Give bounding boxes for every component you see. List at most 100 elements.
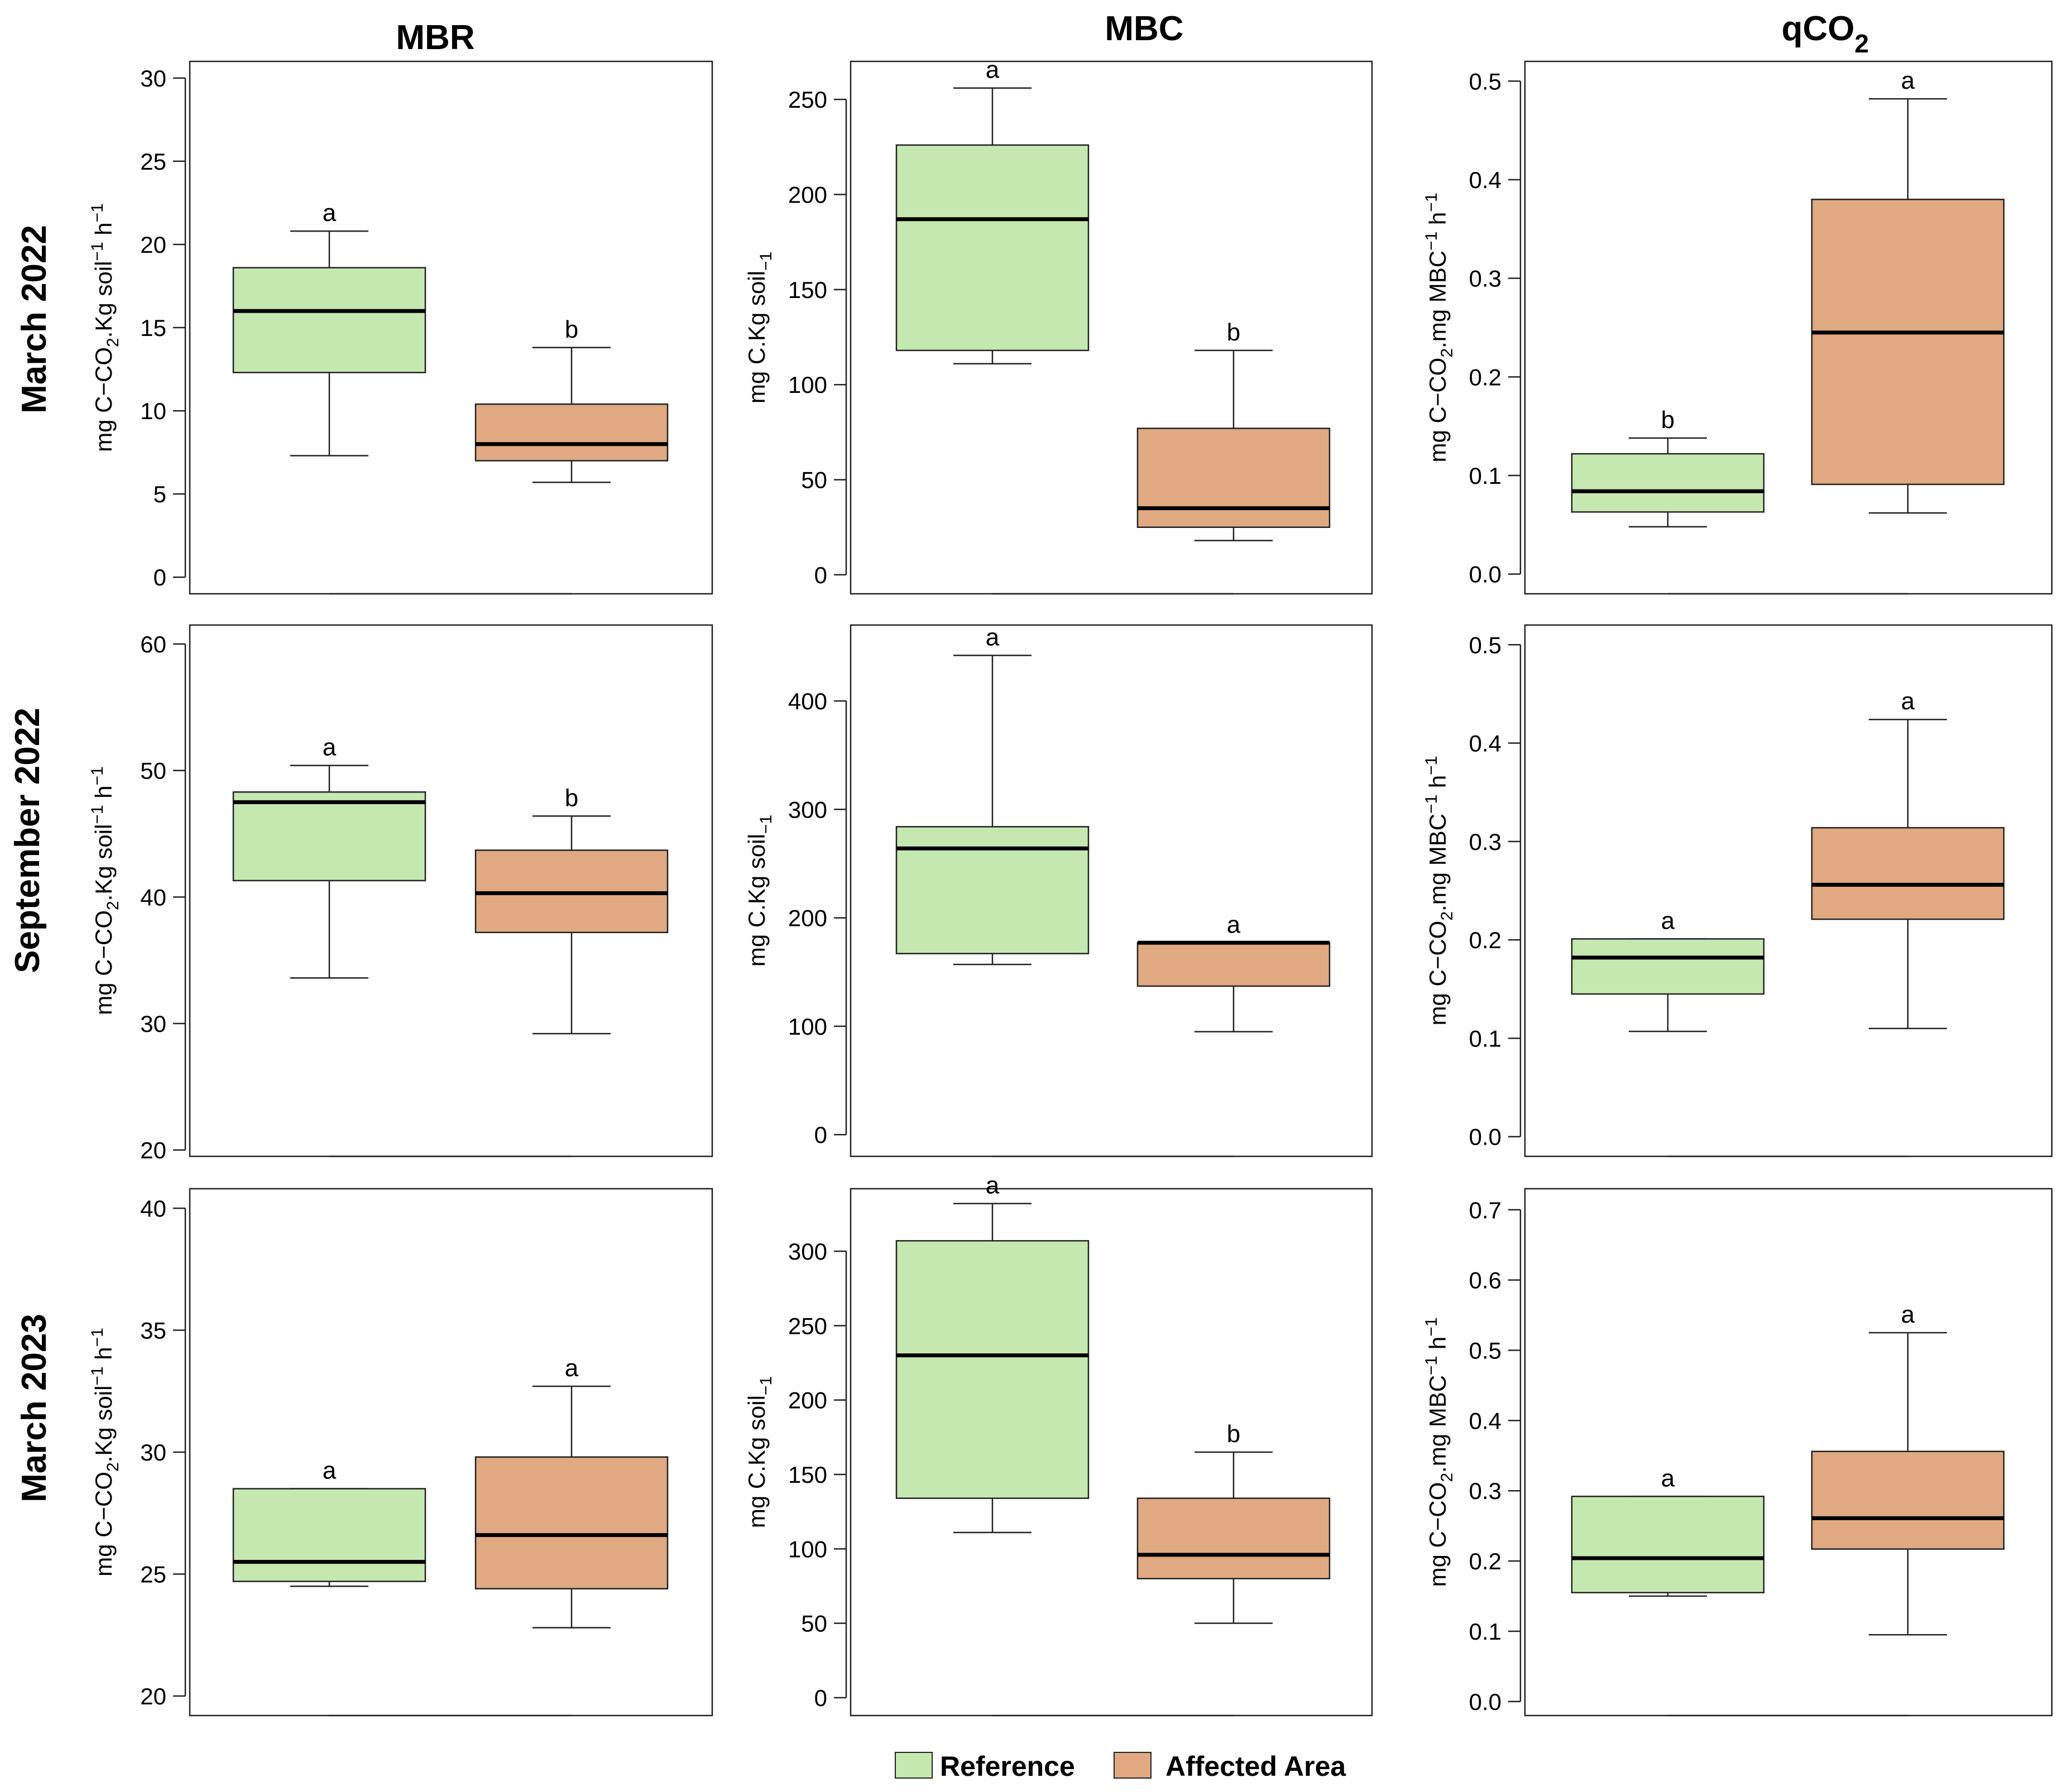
ylabel-part-s1: 2 xyxy=(104,1462,122,1472)
panel-qco2-mar2022: 0.00.10.20.30.40.5mg C−CO2.mg MBC−1 h−1b… xyxy=(1422,60,2053,595)
ylabel-part-s2: −1 xyxy=(88,805,107,824)
significance-letter-mbr-mar2022-reference: a xyxy=(323,199,337,227)
y-tick-label-mbr-mar2022-2: 10 xyxy=(140,398,166,424)
iqr-box-qco2-sep2022-reference xyxy=(1571,938,1765,995)
iqr-box-mbr-sep2022-reference xyxy=(232,791,426,882)
iqr-box-qco2-sep2022-affected-area xyxy=(1811,827,2005,920)
iqr-box-mbr-mar2023-reference xyxy=(232,1488,426,1582)
legend: Reference Affected Area xyxy=(895,1751,1346,1782)
y-tick-label-mbc-sep2022-4: 400 xyxy=(788,688,827,714)
ylabel-part-s2: −1 xyxy=(1422,795,1441,814)
significance-letter-mbc-sep2022-reference: a xyxy=(986,623,1000,651)
ylabel-part-s1: 2 xyxy=(104,901,122,910)
ylabel-part-s3: −1 xyxy=(1422,193,1441,212)
box-mbc-sep2022-reference: a xyxy=(895,623,1090,965)
ylabel-part-p3: h xyxy=(1424,1337,1451,1356)
y-tick-label-qco2-sep2022-3: 0.3 xyxy=(1469,829,1501,855)
box-mbr-mar2022-reference: a xyxy=(232,199,426,457)
y-axis-label-mbr-mar2022: mg C−CO2.Kg soil−1 h−1 xyxy=(88,203,122,452)
y-tick-label-qco2-mar2022-0: 0.0 xyxy=(1469,561,1501,588)
y-tick-label-qco2-mar2023-5: 0.5 xyxy=(1469,1337,1501,1363)
ylabel-part-s1: 2 xyxy=(1438,348,1456,358)
iqr-box-mbc-sep2022-affected-area xyxy=(1136,942,1331,987)
significance-letter-qco2-sep2022-reference: a xyxy=(1661,907,1675,934)
y-tick-label-qco2-mar2023-1: 0.1 xyxy=(1469,1618,1501,1645)
y-tick-label-mbr-mar2023-3: 35 xyxy=(140,1317,166,1343)
y-tick-label-mbc-mar2022-5: 250 xyxy=(788,87,827,113)
y-axis-label-mbc-mar2022: mg C.Kg soil−1 xyxy=(743,252,775,403)
ylabel-part-p1: mg C.Kg soil xyxy=(743,271,770,403)
y-tick-label-mbr-mar2022-3: 15 xyxy=(140,315,166,341)
y-axis-label-mbc-sep2022: mg C.Kg soil−1 xyxy=(743,815,775,967)
row-title-march-2023: March 2023 xyxy=(15,1314,54,1502)
ylabel-part-p2: .Kg soil xyxy=(90,261,117,338)
ylabel-part-p1: mg C−CO xyxy=(90,347,117,452)
ylabel-part-s2: −1 xyxy=(88,1366,107,1385)
ylabel-part-p1: mg C−CO xyxy=(1424,358,1451,463)
ylabel-part-p3: h xyxy=(1424,212,1451,232)
significance-letter-mbr-sep2022-affected-area: b xyxy=(565,784,578,811)
ylabel-part-p3: h xyxy=(1424,775,1451,795)
ylabel-part-p1: mg C.Kg soil xyxy=(743,834,770,967)
box-mbc-mar2023-affected-area: b xyxy=(1136,1420,1331,1624)
box-qco2-mar2022-affected-area: a xyxy=(1811,67,2005,514)
box-mbr-sep2022-reference: a xyxy=(232,734,426,979)
column-title-mbr: MBR xyxy=(396,18,474,57)
y-tick-label-mbc-sep2022-1: 100 xyxy=(788,1013,827,1040)
y-tick-label-mbc-mar2023-2: 100 xyxy=(788,1536,827,1562)
legend-swatch-affected-area xyxy=(1114,1752,1152,1779)
box-qco2-mar2023-reference: a xyxy=(1571,1464,1765,1597)
qco2-title-subscript: 2 xyxy=(1855,29,1869,58)
box-mbr-mar2023-reference: a xyxy=(232,1457,426,1587)
ylabel-part-s3: −1 xyxy=(88,766,107,785)
ylabel-part-p1: mg C−CO xyxy=(90,1472,117,1577)
iqr-box-mbr-mar2022-affected-area xyxy=(474,403,669,462)
ylabel-part-s2: −1 xyxy=(1422,232,1441,251)
ylabel-part-p1: mg C−CO xyxy=(90,910,117,1015)
panel-qco2-mar2023: 0.00.10.20.30.40.50.60.7mg C−CO2.mg MBC−… xyxy=(1422,1188,2053,1717)
row-title-march-2022: March 2022 xyxy=(15,225,54,414)
ylabel-part-p1: mg C.Kg soil xyxy=(743,1395,770,1528)
ylabel-part-s2: −1 xyxy=(1422,1356,1441,1375)
y-tick-label-qco2-sep2022-2: 0.2 xyxy=(1469,927,1501,953)
significance-letter-qco2-mar2022-affected-area: a xyxy=(1901,67,1915,94)
significance-letter-qco2-mar2023-reference: a xyxy=(1661,1464,1675,1492)
y-tick-label-qco2-mar2023-4: 0.4 xyxy=(1469,1407,1501,1434)
box-qco2-mar2022-reference: b xyxy=(1571,406,1765,528)
iqr-box-mbr-mar2022-reference xyxy=(232,267,426,373)
ylabel-part-p3: h xyxy=(90,1347,117,1366)
y-tick-label-mbc-mar2023-0: 0 xyxy=(814,1685,827,1711)
iqr-box-qco2-mar2022-reference xyxy=(1571,453,1765,513)
y-tick-label-mbr-mar2022-1: 5 xyxy=(153,481,166,507)
legend-swatch-reference xyxy=(895,1752,933,1779)
y-tick-label-mbc-mar2023-3: 150 xyxy=(788,1462,827,1488)
y-tick-label-qco2-sep2022-4: 0.4 xyxy=(1469,731,1501,757)
ylabel-part-p2: .mg MBC xyxy=(1424,1375,1451,1473)
plot-frame-mbr-mar2023 xyxy=(189,1188,713,1717)
y-tick-label-qco2-mar2023-7: 0.7 xyxy=(1469,1197,1501,1223)
legend-label-reference: Reference xyxy=(940,1751,1075,1782)
ylabel-part-s1: 2 xyxy=(1438,1473,1456,1482)
ylabel-part-p1: mg C−CO xyxy=(1424,921,1451,1026)
legend-label-affected-area: Affected Area xyxy=(1165,1751,1346,1782)
y-tick-label-qco2-mar2022-2: 0.2 xyxy=(1469,364,1501,390)
row-titles: March 2022 September 2022 March 2023 xyxy=(8,225,54,1502)
y-tick-label-qco2-mar2022-3: 0.3 xyxy=(1469,266,1501,292)
box-mbc-sep2022-affected-area: a xyxy=(1136,911,1331,1032)
box-qco2-mar2023-affected-area: a xyxy=(1811,1301,2005,1636)
significance-letter-mbr-mar2023-affected-area: a xyxy=(565,1354,579,1382)
y-axis-label-qco2-mar2023: mg C−CO2.mg MBC−1 h−1 xyxy=(1422,1317,1456,1587)
significance-letter-mbc-mar2022-affected-area: b xyxy=(1227,319,1240,346)
y-tick-label-mbc-mar2023-1: 50 xyxy=(801,1611,827,1637)
qco2-title-main: qCO xyxy=(1782,9,1855,48)
ylabel-part-s3: −1 xyxy=(1422,1317,1441,1336)
y-tick-label-mbr-sep2022-4: 60 xyxy=(140,631,166,657)
ylabel-part-p3: h xyxy=(90,785,117,805)
column-title-qco2: qCO2 xyxy=(1782,9,1869,58)
ylabel-part-s1: −1 xyxy=(757,1376,775,1395)
y-tick-label-mbr-mar2023-2: 30 xyxy=(140,1439,166,1466)
ylabel-part-p2: .mg MBC xyxy=(1424,251,1451,348)
y-axis-label-qco2-mar2022: mg C−CO2.mg MBC−1 h−1 xyxy=(1422,193,1456,462)
ylabel-part-s1: −1 xyxy=(757,252,775,271)
